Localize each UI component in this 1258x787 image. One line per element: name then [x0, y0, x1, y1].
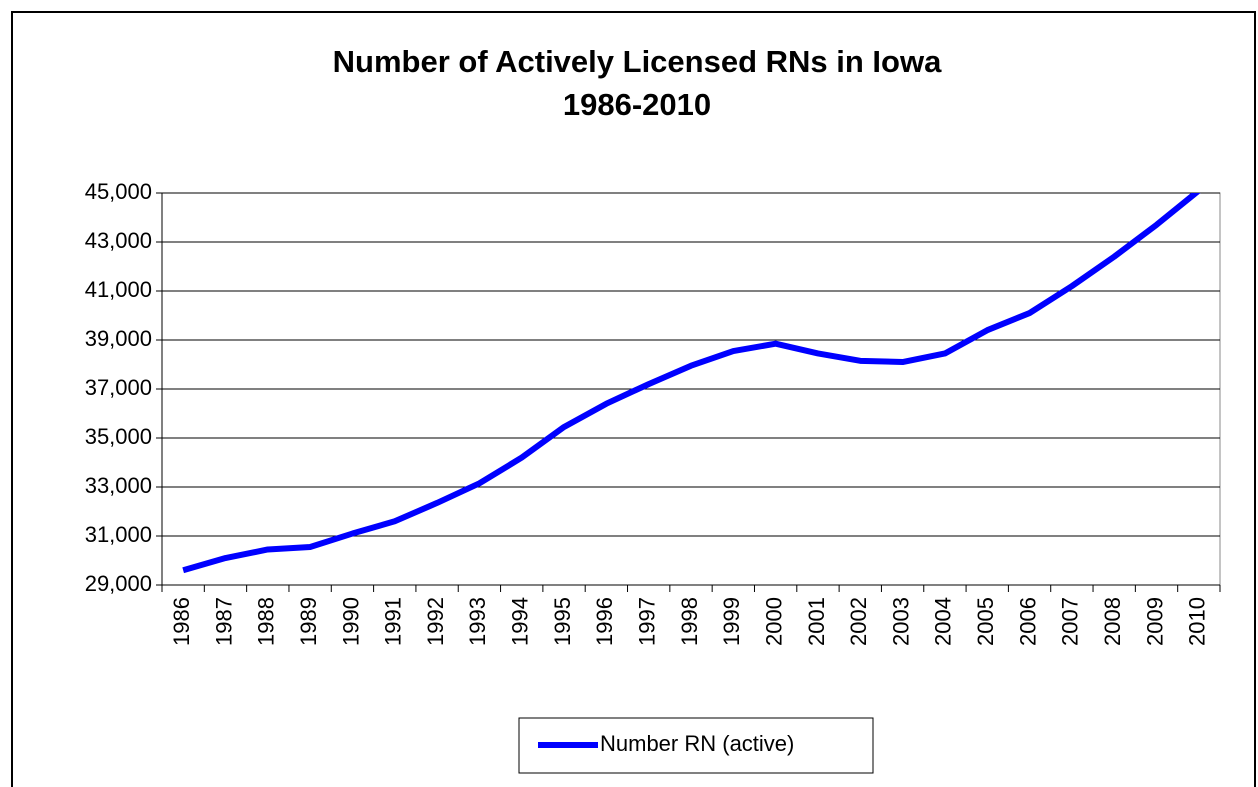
x-tick-label: 2005	[973, 597, 998, 646]
y-tick-label: 35,000	[85, 424, 152, 449]
x-tick-label: 1996	[592, 597, 617, 646]
y-tick-label: 43,000	[85, 228, 152, 253]
x-tick-label: 1989	[296, 597, 321, 646]
y-tick-label: 31,000	[85, 522, 152, 547]
x-tick-label: 2010	[1185, 597, 1210, 646]
y-tick-label: 29,000	[85, 571, 152, 596]
x-tick-label: 1999	[719, 597, 744, 646]
x-tick-label: 2004	[931, 597, 956, 646]
plot-clip	[182, 193, 1201, 574]
chart-subtitle: 1986-2010	[563, 87, 711, 122]
data-line	[182, 193, 1201, 574]
x-tick-label: 1993	[465, 597, 490, 646]
y-tick-label: 33,000	[85, 473, 152, 498]
y-tick-label: 39,000	[85, 326, 152, 351]
y-tick-label: 37,000	[85, 375, 152, 400]
x-tick-label: 1991	[381, 597, 406, 646]
legend-label: Number RN (active)	[600, 731, 794, 756]
x-tick-label: 1998	[677, 597, 702, 646]
x-tick-label: 1997	[634, 597, 659, 646]
x-tick-label: 1988	[254, 597, 279, 646]
x-tick-label: 1987	[211, 597, 236, 646]
x-tick-label: 1994	[508, 597, 533, 646]
chart-title: Number of Actively Licensed RNs in Iowa	[333, 44, 942, 79]
x-tick-label: 2003	[888, 597, 913, 646]
x-tick-label: 1995	[550, 597, 575, 646]
y-tick-label: 45,000	[85, 179, 152, 204]
x-tick-label: 1986	[169, 597, 194, 646]
x-tick-label: 2006	[1015, 597, 1040, 646]
x-tick-label: 2008	[1100, 597, 1125, 646]
y-tick-label: 41,000	[85, 277, 152, 302]
x-tick-label: 2001	[804, 597, 829, 646]
x-tick-label: 2000	[761, 597, 786, 646]
x-tick-label: 2009	[1142, 597, 1167, 646]
x-tick-label: 1990	[338, 597, 363, 646]
x-tick-label: 2002	[846, 597, 871, 646]
x-tick-label: 2007	[1058, 597, 1083, 646]
x-tick-label: 1992	[423, 597, 448, 646]
